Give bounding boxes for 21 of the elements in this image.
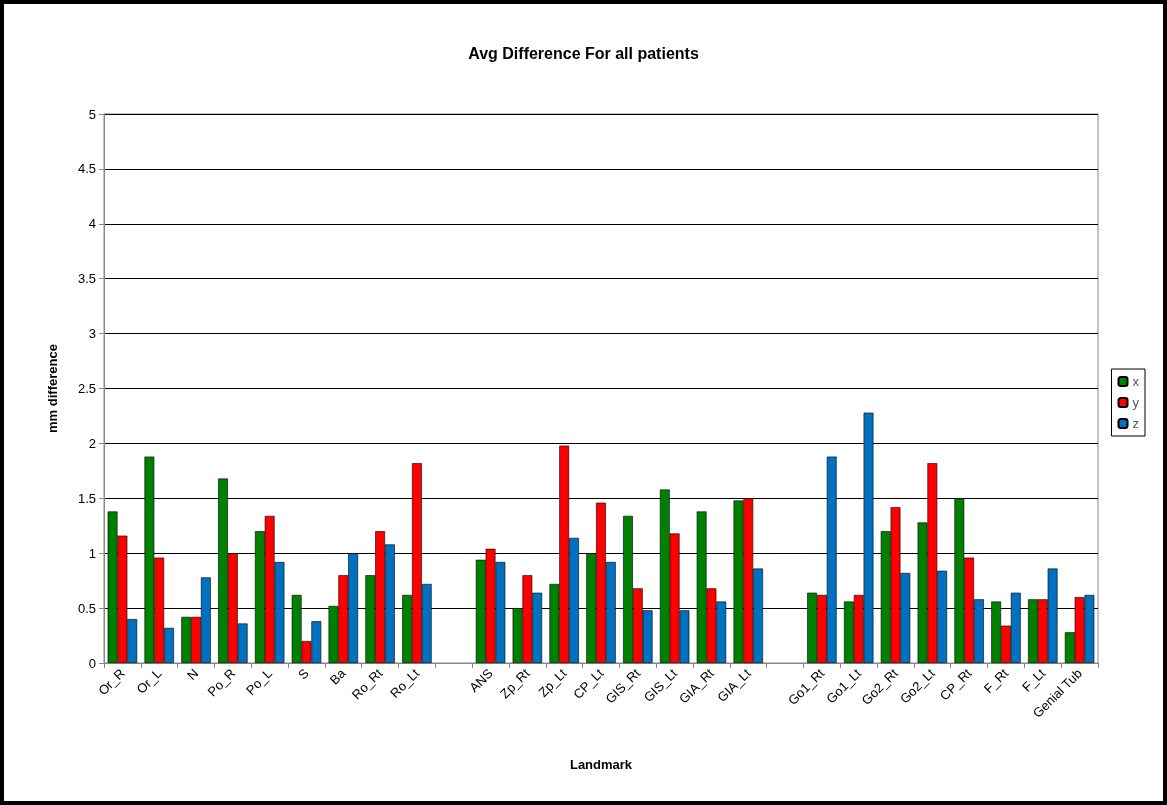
y-tick-label: 4 (88, 216, 96, 232)
y-tick-label: 3.5 (77, 271, 96, 287)
y-tick-label: 3 (88, 326, 96, 342)
legend-label: y (1132, 395, 1140, 410)
y-tick-label: 1 (88, 545, 96, 561)
legend-label: x (1132, 374, 1140, 389)
y-tick-label: 5 (88, 106, 96, 122)
x-tick-label: N (184, 665, 202, 683)
x-axis-title: Landmark (569, 757, 633, 772)
y-tick-label: 1.5 (77, 490, 96, 506)
legend-label: z (1132, 416, 1139, 431)
y-tick-label: 2.5 (77, 381, 96, 396)
x-tick-label: Or_L (133, 665, 165, 697)
x-tick-label: Ba (326, 665, 350, 688)
y-tick-label: 0.5 (77, 600, 96, 616)
chart-title: Avg Difference For all patients (468, 44, 699, 62)
y-axis-title: mm difference (45, 344, 60, 433)
y-tick-label: 2 (88, 435, 96, 451)
x-tick-label: S (295, 665, 313, 683)
y-tick-label: 4.5 (77, 161, 96, 177)
y-tick-label: 0 (88, 655, 96, 671)
